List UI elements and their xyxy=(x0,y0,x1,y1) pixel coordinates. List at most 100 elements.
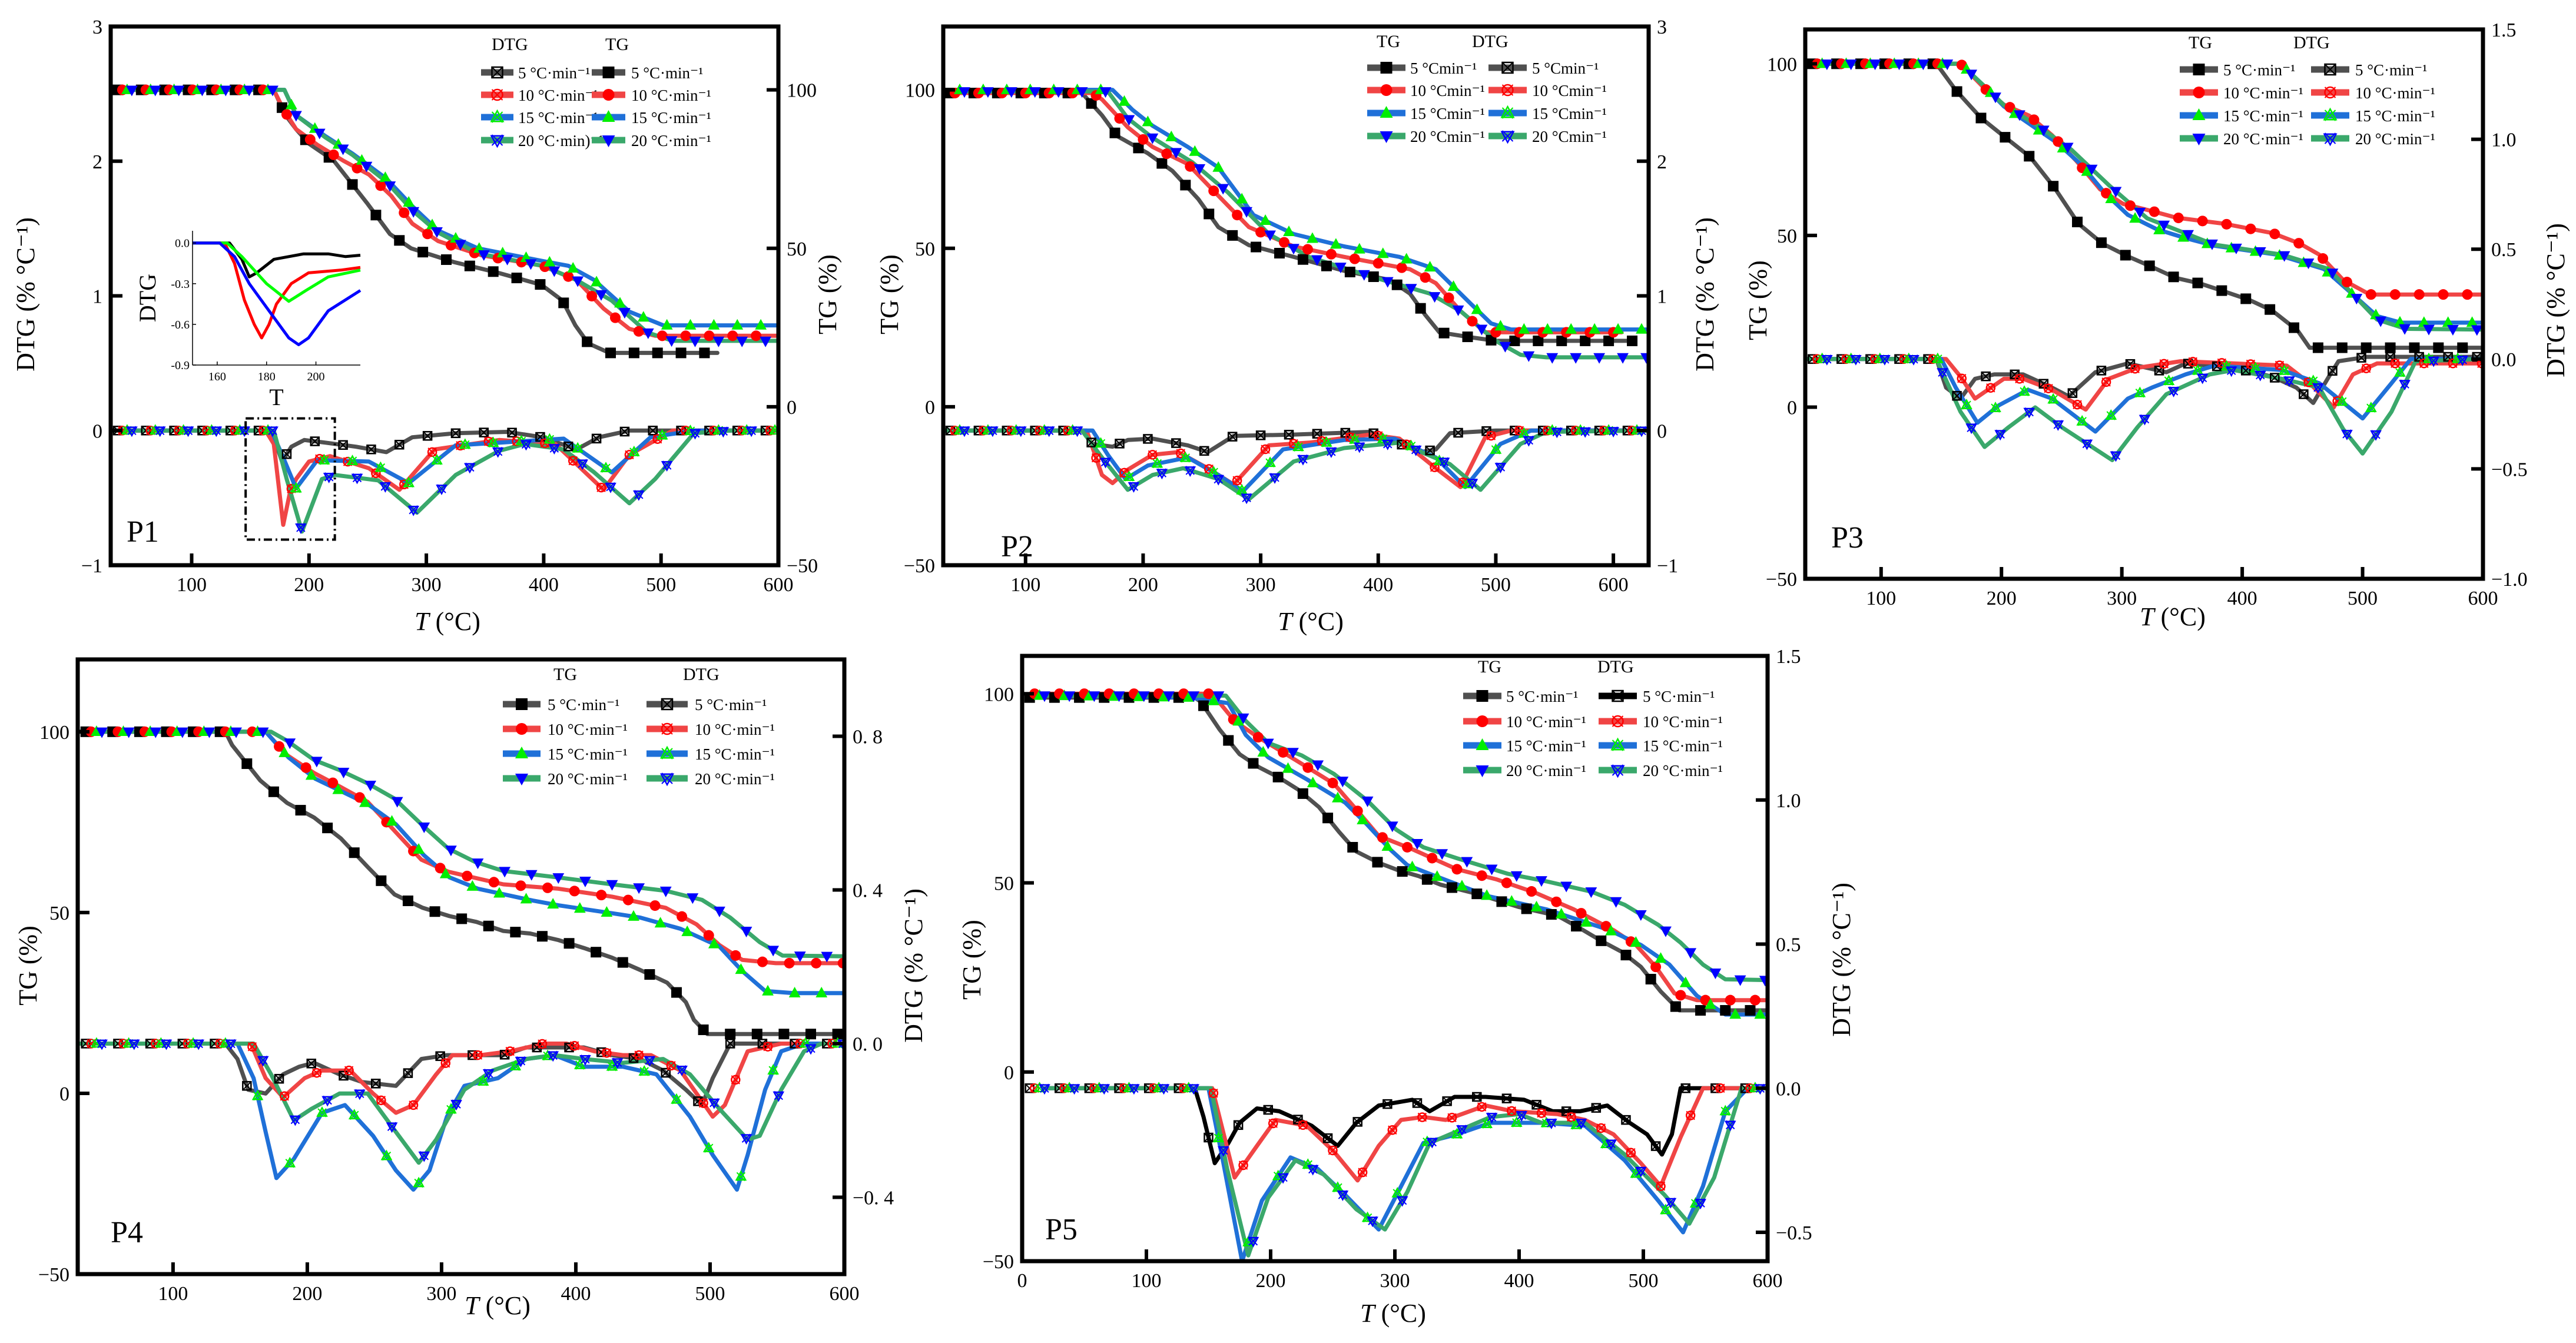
dtg-marker-20 xyxy=(676,1066,688,1076)
legend: TG 5 °C·min⁻¹ 10 °C·min⁻¹ 15 °C·min⁻¹ 20 °C·… xyxy=(1463,657,1723,780)
dtg-marker-5 xyxy=(1143,1083,1154,1093)
dtg-marker-20-cross xyxy=(747,426,756,435)
legend: DTG 5 °C·min⁻¹ 10 °C·min⁻¹ 15 °C·min⁻¹ 20 °C… xyxy=(481,35,711,150)
tg-marker-20 xyxy=(2086,164,2098,175)
dtg-marker-10 xyxy=(795,1039,805,1049)
dtg-marker-5 xyxy=(1472,1092,1482,1102)
legend-marker-icon-cross xyxy=(1612,715,1624,727)
dtg-marker-15-cross xyxy=(573,444,582,453)
dtg-marker-5-cross xyxy=(1981,372,1991,381)
legend-item-dtg-10: 10 °Cmin⁻¹ xyxy=(1488,82,1607,100)
dtg-marker-15-cross xyxy=(545,435,555,445)
dtg-marker-20-cross xyxy=(1487,1112,1497,1122)
dtg-marker-15-cross xyxy=(1661,1205,1670,1215)
legend-label: 15 °C·min⁻¹ xyxy=(631,109,711,127)
dtg-marker-15 xyxy=(638,1065,651,1076)
tg-marker-10 xyxy=(649,900,661,911)
dtg-marker-5 xyxy=(648,426,658,436)
tg-marker-20 xyxy=(1452,305,1464,316)
dtg-marker-20-cross xyxy=(1327,447,1336,456)
left-y-tick-label: 50 xyxy=(49,903,69,924)
legend-item-dtg-20: 20 °Cmin⁻¹ xyxy=(1488,128,1607,145)
tg-marker-20 xyxy=(1436,849,1448,860)
dtg-marker-5-cross xyxy=(1383,1099,1393,1109)
dtg-marker-5-cross xyxy=(1171,438,1181,448)
dtg-marker-15 xyxy=(445,1103,457,1114)
x-axis-title-symbol: T xyxy=(1360,1299,1377,1328)
dtg-marker-5 xyxy=(370,1079,381,1089)
dtg-marker-5 xyxy=(338,440,348,450)
dtg-marker-5-cross xyxy=(1531,1100,1541,1110)
inset-curve-4 xyxy=(193,241,362,346)
tg-marker-15 xyxy=(1377,247,1389,258)
tg-marker-20 xyxy=(2375,316,2387,327)
dtg-marker-15-cross xyxy=(404,478,413,488)
dtg-marker-5-cross xyxy=(620,427,629,436)
dtg-marker-20-cross xyxy=(1016,426,1026,435)
tg-marker-20 xyxy=(1358,270,1370,281)
tg-marker-10 xyxy=(811,957,822,969)
dtg-marker-15-cross xyxy=(736,1172,746,1182)
dtg-marker-5-cross xyxy=(366,445,376,454)
tg-marker-5 xyxy=(644,969,655,980)
right-y-tick-label: 0 xyxy=(1657,420,1667,442)
tg-marker-5 xyxy=(2192,277,2203,289)
dtg-marker-20 xyxy=(160,1039,173,1050)
dtg-marker-10-cross xyxy=(568,456,578,466)
tg-marker-20 xyxy=(1941,59,1954,71)
dtg-marker-20-cross xyxy=(1580,426,1590,436)
dtg-marker-15 xyxy=(251,1089,264,1100)
right-y-tick-label: 0 xyxy=(787,397,797,419)
legend-item-tg-10: 10 °C·min⁻¹ xyxy=(2180,84,2303,102)
dtg-marker-20 xyxy=(2428,356,2439,367)
dtg-marker-20 xyxy=(661,461,673,472)
dtg-marker-15-cross xyxy=(382,1151,392,1161)
dtg-marker-20 xyxy=(257,1056,269,1067)
legend-label: 15 °Cmin⁻¹ xyxy=(1532,105,1607,122)
dtg-marker-15 xyxy=(348,1109,360,1120)
tg-marker-5 xyxy=(1227,230,1238,241)
dtg-marker-5 xyxy=(1453,427,1463,438)
legend-marker-icon xyxy=(2324,86,2336,99)
dtg-marker-20-cross xyxy=(161,1039,171,1049)
dtg-marker-20 xyxy=(1994,430,2007,441)
tg-marker-15 xyxy=(1307,232,1318,243)
dtg-marker-5 xyxy=(2443,351,2453,362)
dtg-marker-5 xyxy=(2183,359,2193,369)
left-axis-title: TG (%) xyxy=(14,926,42,1006)
tg-marker-10 xyxy=(1396,262,1407,273)
tg-marker-20 xyxy=(1635,910,1647,921)
tg-marker-20 xyxy=(1163,691,1175,702)
tg-marker-5 xyxy=(417,247,429,258)
dtg-marker-20-cross xyxy=(323,1095,332,1105)
dtg-marker-15-cross xyxy=(601,463,611,473)
right-y-tick-label: 0.0 xyxy=(1776,1078,1801,1100)
dtg-marker-5-cross xyxy=(1352,1117,1362,1127)
tg-marker-10 xyxy=(327,777,339,788)
tg-marker-20 xyxy=(2061,142,2074,154)
dtg-marker-20-cross xyxy=(690,428,700,438)
x-tick-label: 100 xyxy=(1132,1270,1162,1292)
dtg-marker-15 xyxy=(2018,385,2030,396)
dtg-marker-5-cross xyxy=(532,1043,542,1052)
dtg-marker-10 xyxy=(2188,357,2198,367)
x-tick-label: 400 xyxy=(1363,574,1393,596)
dtg-marker-20-cross xyxy=(710,1098,719,1107)
dtg-marker-20-cross xyxy=(1636,1166,1646,1176)
legend-marker-icon xyxy=(1610,765,1625,778)
inset-x-tick-label: 200 xyxy=(307,370,325,383)
dtg-marker-20 xyxy=(354,1089,366,1100)
tg-marker-15 xyxy=(379,171,392,183)
tg-marker-15 xyxy=(1182,691,1195,702)
dtg-marker-15 xyxy=(459,438,471,449)
dtg-marker-5-cross xyxy=(629,1053,638,1063)
dtg-marker-20 xyxy=(1607,427,1619,438)
legend-item-dtg-5: 5 °Cmin⁻¹ xyxy=(1488,59,1599,77)
legend-marker-icon-cross xyxy=(491,134,503,146)
tg-marker-10 xyxy=(1325,248,1337,260)
dtg-marker-20 xyxy=(1354,442,1365,453)
right-y-tick-label: 2 xyxy=(1657,151,1667,173)
tg-marker-20 xyxy=(407,207,420,218)
tg-marker-10 xyxy=(1749,994,1761,1006)
